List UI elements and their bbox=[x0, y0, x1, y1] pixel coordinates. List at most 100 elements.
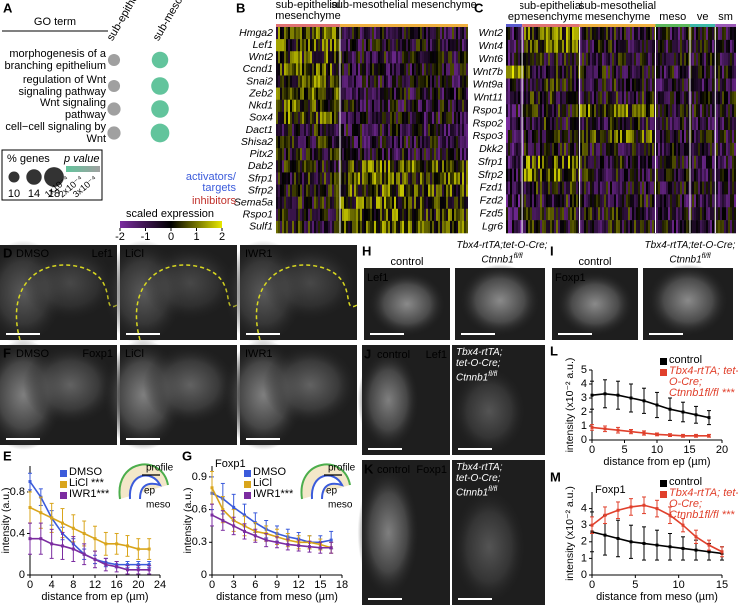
heatmap-cell bbox=[462, 172, 464, 185]
heatmap-cell bbox=[642, 52, 644, 66]
heatmap-cell bbox=[462, 39, 464, 52]
heatmap-cell bbox=[396, 75, 398, 88]
heatmap-cell bbox=[680, 181, 682, 195]
heatmap-cell bbox=[290, 123, 292, 137]
heatmap-cell bbox=[318, 172, 320, 185]
heatmap-cell bbox=[318, 51, 320, 64]
gene-label: Lgr6 bbox=[482, 220, 503, 232]
heatmap-cell bbox=[444, 39, 446, 52]
heatmap-cell bbox=[346, 196, 348, 210]
heatmap-cell bbox=[436, 123, 438, 137]
heatmap-cell bbox=[308, 27, 310, 40]
image-title: IWR1 bbox=[245, 248, 273, 260]
heatmap-cell bbox=[674, 39, 676, 54]
heatmap-cell bbox=[708, 220, 710, 234]
go-term-text: regulation of Wnt signaling pathway bbox=[18, 74, 106, 98]
x-tick-label: 16 bbox=[111, 579, 123, 591]
heatmap-cell bbox=[422, 87, 424, 101]
heatmap-cell bbox=[590, 168, 592, 182]
heatmap-cell bbox=[312, 220, 314, 234]
heatmap-cell bbox=[458, 148, 460, 161]
heatmap-cell bbox=[298, 172, 300, 185]
heatmap-cell bbox=[658, 181, 660, 195]
heatmap-cell bbox=[448, 148, 450, 161]
heatmap-cell bbox=[668, 52, 670, 66]
heatmap-cell bbox=[296, 87, 298, 101]
heatmap-cell bbox=[340, 111, 342, 125]
tissue bbox=[368, 271, 446, 337]
heatmap-cell bbox=[542, 130, 544, 144]
heatmap-cell bbox=[586, 104, 588, 118]
heatmap-cell bbox=[514, 155, 516, 169]
heatmap-cell bbox=[444, 184, 446, 197]
heatmap-cell bbox=[614, 168, 616, 182]
heatmap-cell bbox=[532, 155, 534, 169]
heatmap-cell bbox=[516, 39, 518, 54]
heatmap-cell bbox=[588, 78, 590, 92]
heatmap-cell bbox=[662, 117, 664, 131]
heatmap-cell bbox=[420, 136, 422, 149]
heatmap-cell bbox=[362, 136, 364, 149]
heatmap-cell bbox=[662, 181, 664, 195]
heatmap-cell bbox=[568, 194, 570, 208]
heatmap-cell bbox=[630, 91, 632, 105]
heatmap-cell bbox=[688, 117, 690, 131]
heatmap-cell bbox=[428, 99, 430, 113]
heatmap-cell bbox=[328, 184, 330, 197]
group-text: sub-epithelial mesenchyme bbox=[520, 0, 582, 23]
x-tick-label: 24 bbox=[154, 579, 166, 591]
heatmap-cell bbox=[372, 99, 374, 113]
heatmap-cell bbox=[716, 39, 718, 54]
heatmap-cell bbox=[514, 78, 516, 92]
heatmap-cell bbox=[584, 52, 586, 66]
heatmap-cell bbox=[294, 208, 296, 222]
heatmap-cell bbox=[280, 63, 282, 76]
heatmap-cell bbox=[612, 104, 614, 118]
heatmap-cell bbox=[696, 27, 698, 41]
heatmap-cell bbox=[452, 184, 454, 197]
heatmap-cell bbox=[442, 27, 444, 40]
heatmap-cell bbox=[642, 168, 644, 182]
heatmap-cell bbox=[662, 65, 664, 79]
image-marker: Foxp1 bbox=[82, 348, 113, 360]
size-title: % genes bbox=[7, 153, 50, 165]
heatmap-cell bbox=[678, 104, 680, 118]
heatmap-cell bbox=[592, 52, 594, 66]
heatmap-cell bbox=[426, 148, 428, 161]
colorbar-tick-label: 0 bbox=[168, 231, 174, 243]
heatmap-cell bbox=[374, 136, 376, 149]
heatmap-cell bbox=[324, 27, 326, 40]
heatmap-cell bbox=[568, 142, 570, 157]
heatmap-cell bbox=[276, 75, 278, 88]
point bbox=[39, 537, 43, 541]
heatmap-cell bbox=[670, 78, 672, 92]
heatmap-cell bbox=[298, 220, 300, 234]
heatmap-cell bbox=[412, 99, 414, 113]
heatmap-cell bbox=[616, 155, 618, 169]
heatmap-cell bbox=[614, 27, 616, 41]
heatmap-cell bbox=[532, 207, 534, 221]
heatmap-cell bbox=[288, 196, 290, 210]
heatmap-cell bbox=[382, 51, 384, 64]
heatmap-cell bbox=[336, 136, 338, 149]
heatmap-cell bbox=[292, 184, 294, 197]
heatmap-cell bbox=[300, 172, 302, 185]
heatmap-cell bbox=[686, 155, 688, 169]
heatmap-cell bbox=[610, 27, 612, 41]
heatmap-cell bbox=[390, 87, 392, 101]
heatmap-cell bbox=[380, 123, 382, 137]
heatmap-cell bbox=[650, 65, 652, 79]
heatmap-cell bbox=[580, 194, 582, 208]
heatmap-cell bbox=[434, 39, 436, 52]
heatmap-cell bbox=[370, 51, 372, 64]
heatmap-cell bbox=[584, 207, 586, 221]
heatmap-cell bbox=[632, 39, 634, 54]
heatmap-cell bbox=[696, 168, 698, 182]
heatmap-cell bbox=[370, 39, 372, 52]
heatmap-cell bbox=[306, 160, 308, 173]
point bbox=[147, 563, 151, 567]
heatmap-cell bbox=[326, 160, 328, 173]
heatmap-cell bbox=[602, 65, 604, 79]
legend-entry: LiCl *** bbox=[69, 478, 104, 489]
heatmap-cell bbox=[348, 208, 350, 222]
